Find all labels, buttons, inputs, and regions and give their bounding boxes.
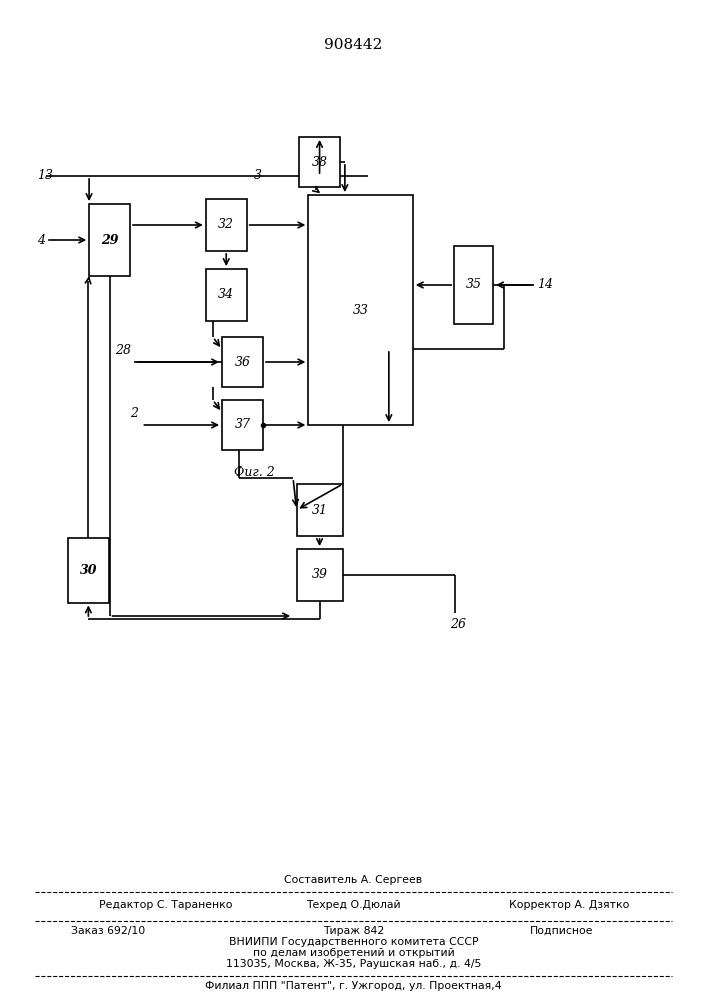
Text: 30: 30 <box>80 564 97 576</box>
Text: 4: 4 <box>37 233 45 246</box>
Text: 35: 35 <box>466 278 481 292</box>
Text: 29: 29 <box>101 233 118 246</box>
Text: 32: 32 <box>218 219 234 232</box>
Bar <box>308 195 413 425</box>
Bar <box>296 484 342 536</box>
Text: Филиал ППП "Патент", г. Ужгород, ул. Проектная,4: Филиал ППП "Патент", г. Ужгород, ул. Про… <box>205 981 502 991</box>
Bar <box>296 549 342 601</box>
Bar <box>222 400 263 450</box>
Text: 33: 33 <box>353 304 368 316</box>
Text: 28: 28 <box>115 344 131 357</box>
Text: Составитель А. Сергеев: Составитель А. Сергеев <box>284 875 423 885</box>
Bar <box>206 269 247 321</box>
Text: Техред О.Дюлай: Техред О.Дюлай <box>306 900 401 910</box>
Text: 26: 26 <box>450 618 466 631</box>
Text: 13: 13 <box>37 169 53 182</box>
Bar <box>206 199 247 251</box>
Text: 38: 38 <box>312 155 327 168</box>
Text: 2: 2 <box>130 407 138 420</box>
Text: 31: 31 <box>312 504 327 516</box>
Text: Корректор А. Дзятко: Корректор А. Дзятко <box>509 900 629 910</box>
Bar <box>89 204 130 276</box>
Text: 39: 39 <box>312 568 327 582</box>
Text: по делам изобретений и открытий: по делам изобретений и открытий <box>252 948 455 958</box>
Bar <box>222 337 263 387</box>
Text: Тираж 842: Тираж 842 <box>323 926 384 936</box>
Text: 36: 36 <box>235 356 250 368</box>
Text: Заказ 692/10: Заказ 692/10 <box>71 926 145 936</box>
Text: 14: 14 <box>537 278 554 292</box>
Text: Фиг. 2: Фиг. 2 <box>234 466 275 479</box>
Text: 908442: 908442 <box>325 38 382 52</box>
Text: 3: 3 <box>254 169 262 182</box>
Bar <box>455 246 493 324</box>
Text: Редактор С. Тараненко: Редактор С. Тараненко <box>99 900 233 910</box>
Bar <box>299 137 340 187</box>
Text: Подписное: Подписное <box>530 926 594 936</box>
Text: 34: 34 <box>218 288 234 302</box>
Text: ВНИИПИ Государственного комитета СССР: ВНИИПИ Государственного комитета СССР <box>228 937 479 947</box>
Text: 37: 37 <box>235 418 250 432</box>
Bar <box>68 538 109 602</box>
Text: 113035, Москва, Ж-35, Раушская наб., д. 4/5: 113035, Москва, Ж-35, Раушская наб., д. … <box>226 959 481 969</box>
